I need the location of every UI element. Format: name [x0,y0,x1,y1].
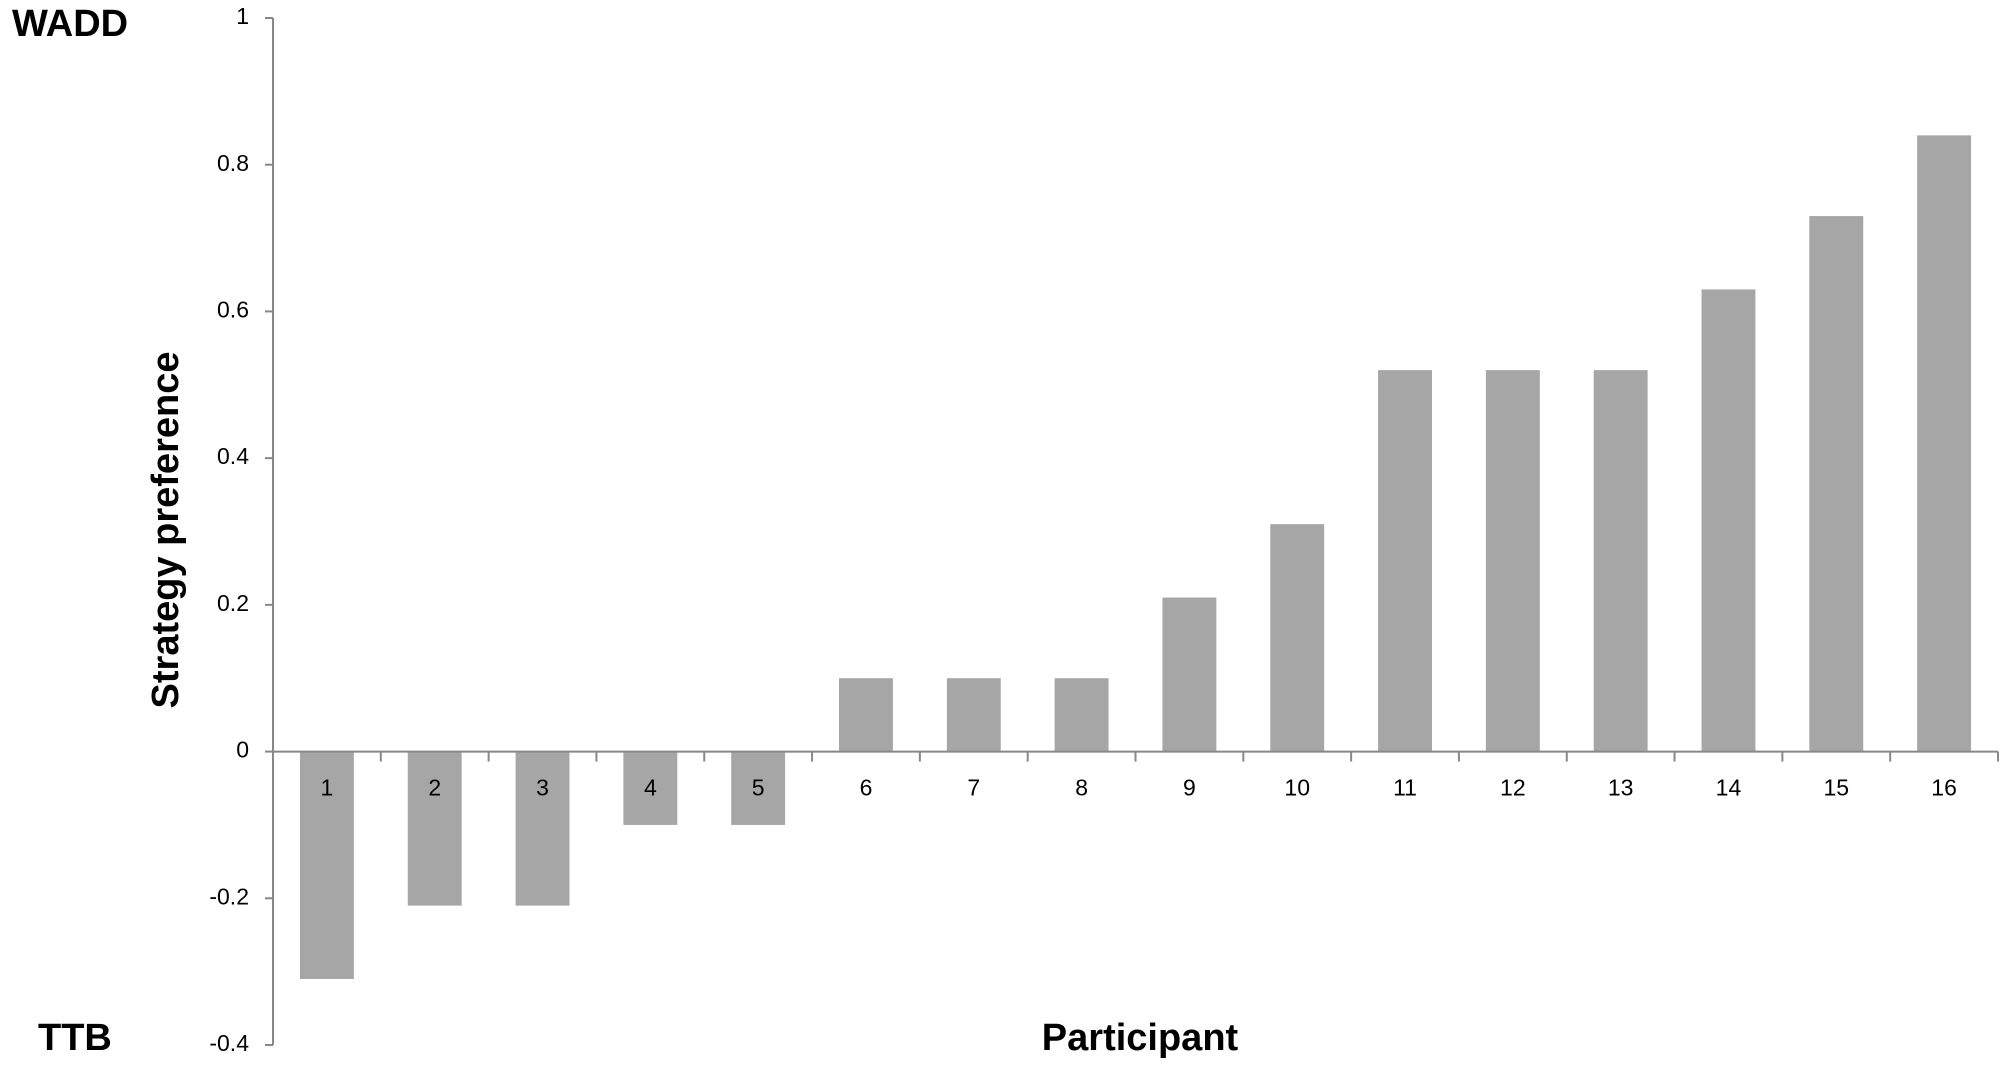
x-tick-label: 4 [644,775,657,801]
y-tick-label: 0.6 [217,297,249,323]
bar [1378,370,1432,752]
y-tick-label: -0.4 [209,1030,249,1056]
x-tick-label: 15 [1823,775,1849,801]
y-tick-label: -0.2 [209,883,249,909]
bar [1701,289,1756,752]
x-tick-label: 2 [428,775,441,801]
y-tick-label: 1 [236,3,249,29]
bar [946,678,1001,752]
x-tick-label: 10 [1284,775,1310,801]
y-tick-label: 0.4 [217,443,249,469]
x-tick-label: 7 [967,775,980,801]
y-axis-label: Strategy preference [145,352,187,709]
y-tick-label: 0.8 [217,150,249,176]
bar [1809,216,1864,752]
bar [731,751,786,825]
x-tick-label: 6 [860,775,873,801]
x-tick-label: 11 [1393,775,1417,801]
annotation-top: WADD [12,3,128,45]
bar [1485,370,1540,752]
bar [299,751,354,979]
bar [1054,678,1109,752]
bar [839,678,893,752]
y-tick-label: 0 [236,737,249,763]
x-tick-label: 14 [1716,775,1742,801]
x-tick-label: 12 [1500,775,1526,801]
x-tick-label: 9 [1183,775,1196,801]
x-axis-label: Participant [1042,1017,1239,1059]
x-tick-label: 5 [752,775,765,801]
x-tick-label: 16 [1931,775,1957,801]
annotation-bottom: TTB [38,1017,112,1059]
bar [1917,135,1972,752]
x-tick-label: 13 [1608,775,1634,801]
x-tick-label: 3 [536,775,549,801]
bar [1270,524,1325,752]
x-tick-label: 1 [321,775,334,801]
bar [1593,370,1648,752]
bar [515,751,570,906]
x-tick-label: 8 [1075,775,1088,801]
bar [623,751,678,825]
y-tick-label: 0.2 [217,590,249,616]
bar [407,751,462,906]
bar [1162,597,1217,752]
